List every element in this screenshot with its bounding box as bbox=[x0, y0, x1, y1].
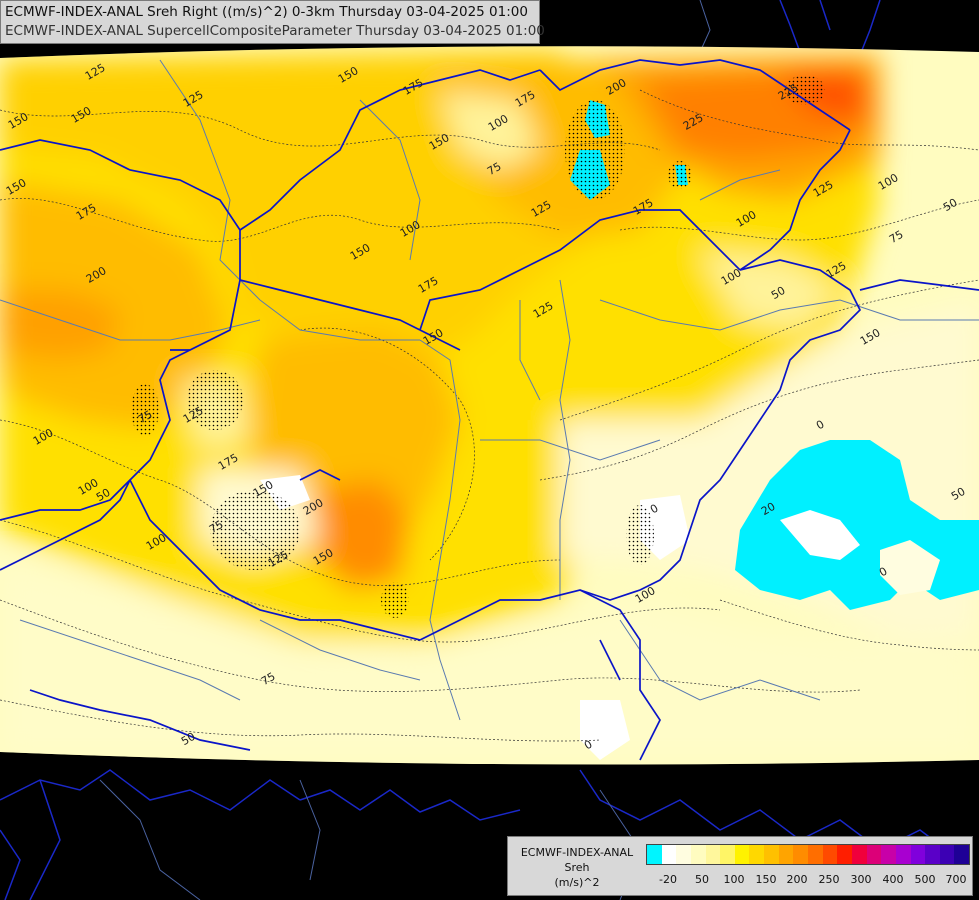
legend-swatch bbox=[895, 845, 911, 864]
legend-swatch bbox=[749, 845, 765, 864]
legend-color-bar bbox=[646, 844, 970, 865]
map-header: ECMWF-INDEX-ANAL Sreh Right ((m/s)^2) 0-… bbox=[0, 0, 545, 44]
legend-swatch bbox=[808, 845, 823, 864]
contour-label: 75 bbox=[485, 160, 504, 178]
legend-title: ECMWF-INDEX-ANAL bbox=[520, 846, 634, 859]
legend-swatch bbox=[910, 845, 926, 864]
legend-swatch bbox=[851, 845, 867, 864]
header-line-scp: ECMWF-INDEX-ANAL SupercellCompositeParam… bbox=[5, 23, 545, 39]
legend-tick: 200 bbox=[786, 873, 808, 886]
legend-swatch bbox=[647, 845, 662, 864]
legend-swatch bbox=[734, 845, 750, 864]
legend-variable: Sreh bbox=[564, 861, 590, 874]
contour-label: 75 bbox=[136, 408, 155, 426]
legend-tick: -20 bbox=[659, 873, 677, 886]
legend-swatch bbox=[705, 845, 721, 864]
country-borders bbox=[0, 59, 979, 761]
contour-label: 50 bbox=[941, 196, 960, 214]
legend-tick: 400 bbox=[882, 873, 904, 886]
legend-swatch bbox=[954, 845, 970, 864]
legend-tick: 100 bbox=[723, 873, 745, 886]
legend-swatch bbox=[676, 845, 691, 864]
rivers bbox=[0, 59, 979, 721]
contour-lines bbox=[0, 89, 979, 742]
legend-swatch bbox=[778, 845, 794, 864]
legend-swatch bbox=[720, 845, 735, 864]
legend-swatch bbox=[764, 845, 779, 864]
legend-tick: 150 bbox=[755, 873, 777, 886]
legend-tick: 700 bbox=[945, 873, 967, 886]
legend-tick: 250 bbox=[818, 873, 840, 886]
header-line-sreh: ECMWF-INDEX-ANAL Sreh Right ((m/s)^2) 0-… bbox=[5, 4, 528, 20]
color-legend: ECMWF-INDEX-ANAL Sreh (m/s)^2 -20 50 100 15… bbox=[507, 836, 973, 896]
legend-tick: 300 bbox=[850, 873, 872, 886]
legend-swatch bbox=[661, 845, 677, 864]
supercell-composite-stipple bbox=[131, 75, 825, 618]
legend-swatch bbox=[793, 845, 809, 864]
legend-text: ECMWF-INDEX-ANAL Sreh (m/s)^2 bbox=[512, 845, 642, 890]
legend-swatch bbox=[939, 845, 955, 864]
contour-label: 50 bbox=[769, 284, 788, 302]
legend-tick: 50 bbox=[695, 873, 709, 886]
legend-tick-labels: -20 50 100 150 200 250 300 400 500 700 bbox=[646, 873, 976, 889]
legend-units: (m/s)^2 bbox=[554, 876, 600, 889]
legend-swatch bbox=[925, 845, 940, 864]
contour-label: 75 bbox=[887, 228, 906, 246]
legend-swatch bbox=[690, 845, 706, 864]
legend-swatch bbox=[881, 845, 896, 864]
contour-label: 20 bbox=[759, 500, 778, 518]
contour-label: 75 bbox=[207, 518, 226, 536]
contour-label: 50 bbox=[94, 486, 113, 504]
contour-label: 50 bbox=[179, 730, 198, 748]
legend-swatch bbox=[866, 845, 882, 864]
contour-label: 50 bbox=[949, 485, 968, 503]
legend-swatch bbox=[822, 845, 838, 864]
contour-label: 75 bbox=[259, 670, 278, 688]
legend-tick: 500 bbox=[914, 873, 936, 886]
legend-swatch bbox=[837, 845, 852, 864]
